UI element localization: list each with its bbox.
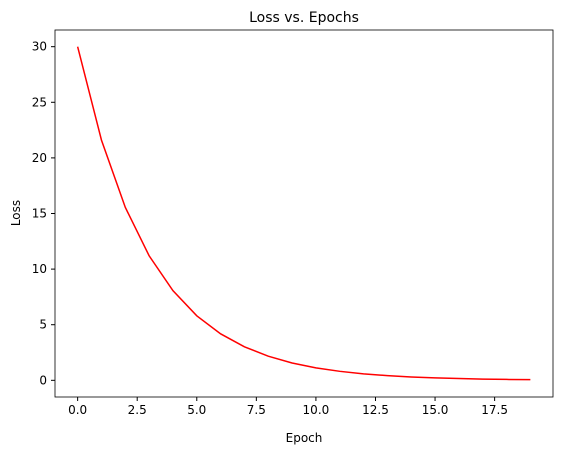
y-tick-label: 5: [39, 318, 47, 332]
x-tick-label: 5.0: [187, 403, 206, 417]
x-tick-label: 15.0: [422, 403, 449, 417]
y-tick-label: 30: [32, 40, 47, 54]
x-tick-label: 0.0: [68, 403, 87, 417]
x-tick-label: 17.5: [481, 403, 508, 417]
x-tick-label: 2.5: [128, 403, 147, 417]
y-tick-label: 10: [32, 262, 47, 276]
line: [76, 46, 531, 381]
y-axis-label: Loss: [9, 200, 23, 226]
y-tick-label: 15: [32, 207, 47, 221]
y-tick-label: 20: [32, 151, 47, 165]
plot-frame: [54, 29, 554, 398]
y-tick-label: 25: [32, 95, 47, 109]
chart-title: Loss vs. Epochs: [249, 10, 359, 26]
y-tick-label: 0: [39, 373, 47, 387]
x-tick-label: 12.5: [362, 403, 389, 417]
x-tick-label: 7.5: [247, 403, 266, 417]
x-tick-label: 10.0: [303, 403, 330, 417]
x-axis-label: Epoch: [286, 431, 323, 445]
